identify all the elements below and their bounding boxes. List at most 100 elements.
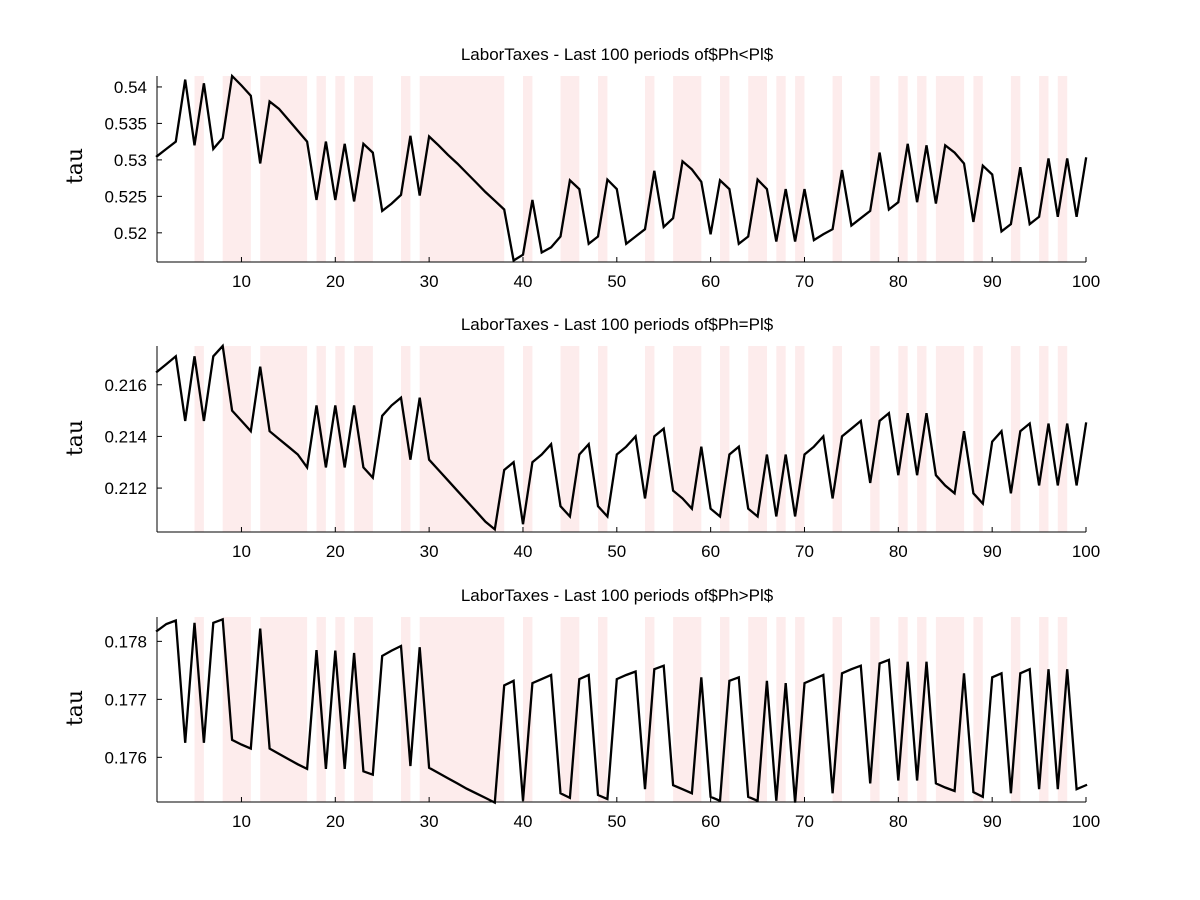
shaded-region bbox=[748, 76, 767, 262]
shaded-region bbox=[523, 346, 533, 532]
y-tick-label: 0.53 bbox=[114, 151, 147, 170]
shaded-region bbox=[1039, 346, 1049, 532]
x-tick-label: 80 bbox=[889, 542, 908, 561]
shaded-region bbox=[673, 617, 702, 802]
shaded-region bbox=[935, 346, 965, 532]
x-tick-label: 90 bbox=[983, 812, 1002, 831]
shaded-region bbox=[645, 76, 655, 262]
x-tick-label: 30 bbox=[420, 542, 439, 561]
x-tick-label: 20 bbox=[326, 542, 345, 561]
chart-panel-ph-eq-pl: 10 20 30 40 50 60 70 80 90 100 0.212 0.214 0.216 La… bbox=[63, 315, 1100, 561]
chart-title: LaborTaxes - Last 100 periods of$Ph=Pl$ bbox=[461, 315, 774, 334]
series-line bbox=[155, 343, 1088, 532]
x-tick-label: 50 bbox=[607, 812, 626, 831]
shaded-region bbox=[260, 76, 308, 262]
shaded-region bbox=[1010, 76, 1021, 262]
shaded-region bbox=[354, 76, 373, 262]
y-axis-label: tau bbox=[63, 420, 88, 456]
shaded-region bbox=[748, 346, 767, 532]
x-tick-labels: 10 20 30 40 50 60 70 80 90 100 bbox=[232, 272, 1100, 291]
shaded-region bbox=[776, 346, 786, 532]
shaded-region bbox=[222, 617, 251, 802]
shaded-region bbox=[795, 346, 805, 532]
shaded-region bbox=[260, 617, 308, 802]
chart-title: LaborTaxes - Last 100 periods of$Ph>Pl$ bbox=[461, 586, 774, 605]
x-tick-label: 100 bbox=[1072, 542, 1100, 561]
chart-panel-ph-lt-pl: 10 20 30 40 50 60 70 80 90 100 0.52 0.525 0.53 0.535… bbox=[63, 45, 1100, 291]
x-tick-label: 60 bbox=[701, 812, 720, 831]
shaded-region bbox=[720, 346, 730, 532]
shaded-region bbox=[973, 346, 983, 532]
shaded-region bbox=[260, 346, 308, 532]
x-tick-label: 40 bbox=[514, 812, 533, 831]
x-tick-label: 20 bbox=[326, 812, 345, 831]
shaded-region bbox=[560, 617, 580, 802]
x-tick-label: 20 bbox=[326, 272, 345, 291]
shaded-regions bbox=[194, 617, 1068, 802]
x-tick-label: 60 bbox=[701, 272, 720, 291]
shaded-region bbox=[1057, 346, 1068, 532]
shaded-region bbox=[523, 76, 533, 262]
x-tick-label: 80 bbox=[889, 812, 908, 831]
shaded-region bbox=[870, 346, 880, 532]
x-tick-label: 10 bbox=[232, 272, 251, 291]
y-tick-label: 0.525 bbox=[104, 187, 147, 206]
x-tick-label: 40 bbox=[514, 542, 533, 561]
chart-panel-ph-gt-pl: 10 20 30 40 50 60 70 80 90 100 0.176 0.177 0.178 La… bbox=[63, 586, 1100, 831]
y-tick-label: 0.535 bbox=[104, 114, 147, 133]
y-tick-label: 0.214 bbox=[104, 427, 147, 446]
y-tick-label: 0.176 bbox=[104, 748, 147, 767]
shaded-region bbox=[401, 346, 411, 532]
shaded-region bbox=[598, 76, 608, 262]
shaded-region bbox=[795, 76, 805, 262]
x-tick-label: 30 bbox=[420, 272, 439, 291]
shaded-region bbox=[1057, 617, 1068, 802]
shaded-region bbox=[194, 76, 204, 262]
x-tick-label: 100 bbox=[1072, 812, 1100, 831]
shaded-region bbox=[354, 617, 373, 802]
shaded-region bbox=[1010, 346, 1021, 532]
series-line bbox=[155, 73, 1088, 263]
shaded-region bbox=[832, 76, 842, 262]
y-tick-label: 0.212 bbox=[104, 479, 147, 498]
y-tick-label: 0.216 bbox=[104, 376, 147, 395]
shaded-region bbox=[645, 617, 655, 802]
shaded-region bbox=[523, 617, 533, 802]
shaded-region bbox=[419, 346, 505, 532]
shaded-region bbox=[720, 617, 730, 802]
y-tick-label: 0.177 bbox=[104, 690, 147, 709]
x-tick-label: 70 bbox=[795, 272, 814, 291]
axes bbox=[156, 346, 1087, 533]
shaded-region bbox=[1010, 617, 1021, 802]
shaded-region bbox=[832, 346, 842, 532]
shaded-region bbox=[935, 617, 965, 802]
y-tick-label: 0.52 bbox=[114, 224, 147, 243]
x-tick-label: 10 bbox=[232, 812, 251, 831]
shaded-region bbox=[673, 346, 702, 532]
y-tick-label: 0.178 bbox=[104, 632, 147, 651]
shaded-region bbox=[748, 617, 767, 802]
y-tick-labels: 0.52 0.525 0.53 0.535 0.54 bbox=[104, 78, 147, 243]
shaded-region bbox=[935, 76, 965, 262]
shaded-region bbox=[870, 76, 880, 262]
x-tick-label: 30 bbox=[420, 812, 439, 831]
x-tick-label: 40 bbox=[514, 272, 533, 291]
shaded-region bbox=[776, 617, 786, 802]
y-tick-labels: 0.212 0.214 0.216 bbox=[104, 376, 147, 498]
shaded-region bbox=[560, 346, 580, 532]
shaded-region bbox=[973, 76, 983, 262]
axes bbox=[156, 617, 1087, 803]
x-tick-label: 100 bbox=[1072, 272, 1100, 291]
shaded-region bbox=[776, 76, 786, 262]
axes bbox=[156, 76, 1087, 263]
x-tick-label: 80 bbox=[889, 272, 908, 291]
shaded-region bbox=[795, 617, 805, 802]
y-tick-label: 0.54 bbox=[114, 78, 147, 97]
shaded-region bbox=[194, 617, 204, 802]
x-tick-label: 60 bbox=[701, 542, 720, 561]
shaded-region bbox=[598, 346, 608, 532]
y-tick-labels: 0.176 0.177 0.178 bbox=[104, 632, 147, 767]
shaded-region bbox=[720, 76, 730, 262]
shaded-region bbox=[973, 617, 983, 802]
